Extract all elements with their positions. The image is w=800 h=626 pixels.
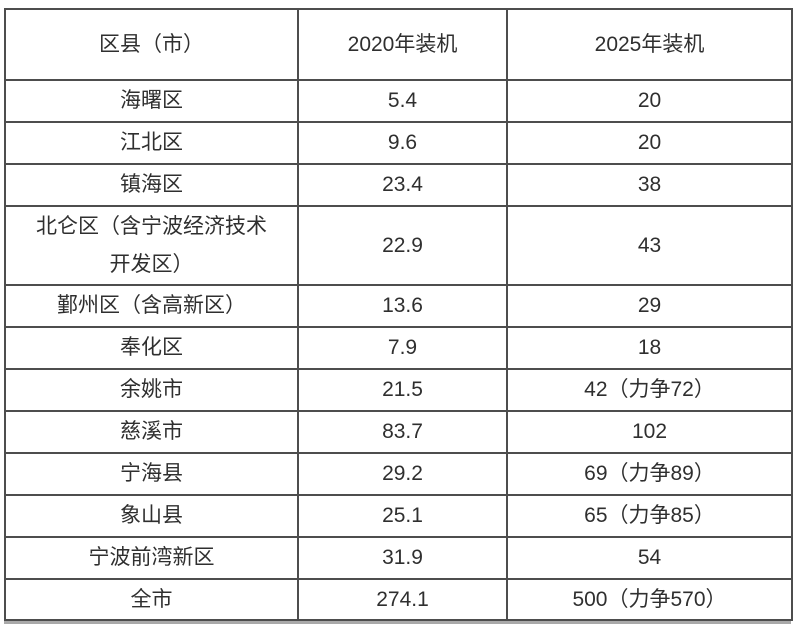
y2025-cell: 69（力争89） <box>506 452 793 496</box>
table-row: 奉化区 7.9 18 <box>4 326 793 370</box>
y2020-cell: 274.1 <box>297 578 508 621</box>
table-row: 宁波前湾新区 31.9 54 <box>4 536 793 580</box>
y2025-cell: 54 <box>506 536 793 580</box>
y2025-cell: 29 <box>506 284 793 328</box>
y2020-cell: 7.9 <box>297 326 508 370</box>
table-row-total: 全市 274.1 500（力争570） <box>4 578 793 621</box>
region-cell: 奉化区 <box>4 326 299 370</box>
region-cell: 全市 <box>4 578 299 621</box>
y2020-cell: 31.9 <box>297 536 508 580</box>
table-row: 慈溪市 83.7 102 <box>4 410 793 454</box>
table-row: 江北区 9.6 20 <box>4 121 793 165</box>
region-cell: 江北区 <box>4 121 299 165</box>
y2025-cell: 20 <box>506 121 793 165</box>
table-row: 镇海区 23.4 38 <box>4 163 793 207</box>
y2025-cell: 20 <box>506 79 793 123</box>
region-cell: 象山县 <box>4 494 299 538</box>
header-row: 区县（市） 2020年装机 2025年装机 <box>4 8 793 81</box>
y2025-cell: 38 <box>506 163 793 207</box>
capacity-table-container: 区县（市） 2020年装机 2025年装机 海曙区 5.4 20 江北区 9.6… <box>4 8 793 624</box>
region-cell: 慈溪市 <box>4 410 299 454</box>
y2025-cell: 43 <box>506 205 793 286</box>
table-row: 象山县 25.1 65（力争85） <box>4 494 793 538</box>
y2025-cell: 18 <box>506 326 793 370</box>
y2025-cell: 102 <box>506 410 793 454</box>
y2025-cell: 500（力争570） <box>506 578 793 621</box>
header-2020: 2020年装机 <box>297 8 508 81</box>
header-2025: 2025年装机 <box>506 8 793 81</box>
y2020-cell: 13.6 <box>297 284 508 328</box>
y2020-cell: 23.4 <box>297 163 508 207</box>
region-cell: 鄞州区（含高新区） <box>4 284 299 328</box>
table-row: 海曙区 5.4 20 <box>4 79 793 123</box>
region-cell: 镇海区 <box>4 163 299 207</box>
region-cell: 海曙区 <box>4 79 299 123</box>
region-cell: 余姚市 <box>4 368 299 412</box>
y2020-cell: 9.6 <box>297 121 508 165</box>
y2020-cell: 21.5 <box>297 368 508 412</box>
region-cell: 宁海县 <box>4 452 299 496</box>
y2020-cell: 5.4 <box>297 79 508 123</box>
region-cell: 宁波前湾新区 <box>4 536 299 580</box>
region-cell: 北仑区（含宁波经济技术 开发区） <box>4 205 299 286</box>
table-row: 北仑区（含宁波经济技术 开发区） 22.9 43 <box>4 205 793 286</box>
table-row: 宁海县 29.2 69（力争89） <box>4 452 793 496</box>
header-region: 区县（市） <box>4 8 299 81</box>
y2020-cell: 25.1 <box>297 494 508 538</box>
y2020-cell: 22.9 <box>297 205 508 286</box>
y2025-cell: 42（力争72） <box>506 368 793 412</box>
y2020-cell: 29.2 <box>297 452 508 496</box>
table-bottom-shadow <box>4 621 791 624</box>
installed-capacity-table: 区县（市） 2020年装机 2025年装机 海曙区 5.4 20 江北区 9.6… <box>4 8 793 621</box>
table-row: 余姚市 21.5 42（力争72） <box>4 368 793 412</box>
table-row: 鄞州区（含高新区） 13.6 29 <box>4 284 793 328</box>
y2020-cell: 83.7 <box>297 410 508 454</box>
y2025-cell: 65（力争85） <box>506 494 793 538</box>
